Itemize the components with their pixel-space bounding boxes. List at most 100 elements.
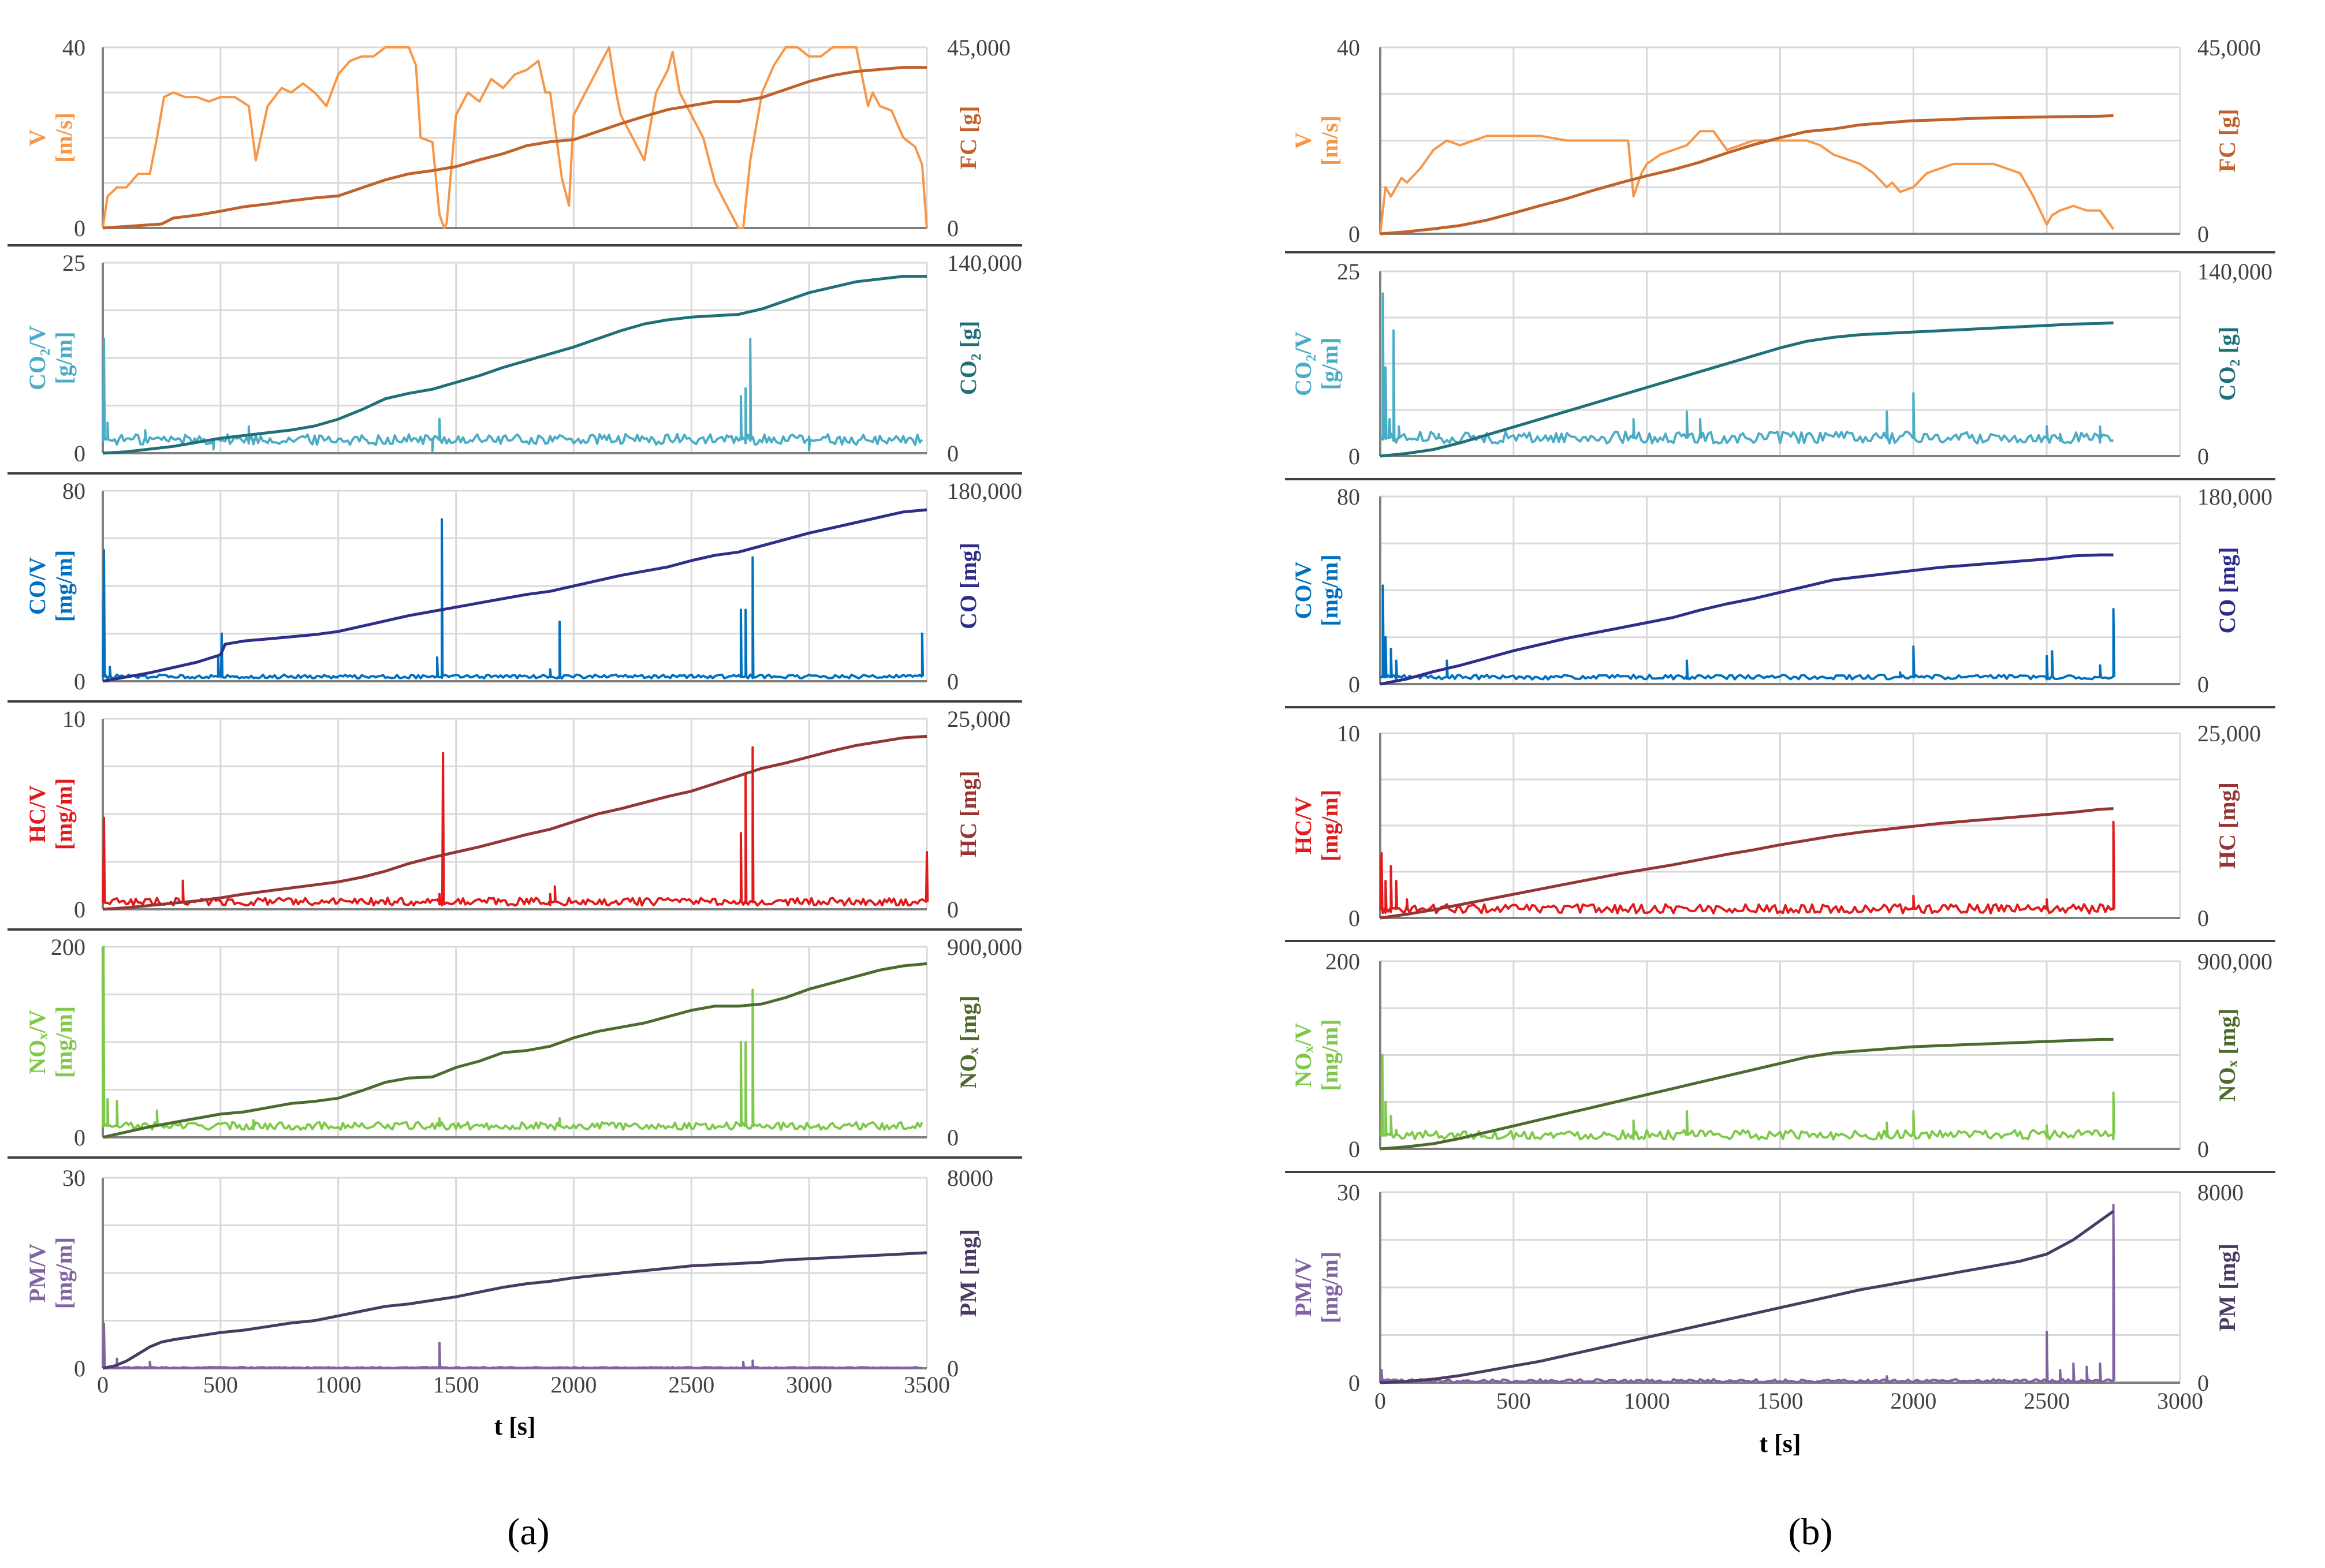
left-tick-label: 0 xyxy=(1348,1136,1360,1162)
right-axis-label-line: PM [mg] xyxy=(2214,1244,2240,1331)
x-tick-label: 2000 xyxy=(1890,1388,1936,1414)
series-line-CO2/V xyxy=(102,338,923,452)
left-tick-label: 0 xyxy=(1348,221,1360,247)
series-line-CO xyxy=(1380,553,2114,686)
series-line-PM/V xyxy=(1379,1204,2115,1384)
right-tick-label: 45,000 xyxy=(2197,35,2261,61)
left-tick-label: 30 xyxy=(62,1165,85,1191)
x-tick-label: 3500 xyxy=(904,1372,950,1398)
right-axis-label: HC [mg] xyxy=(2214,782,2240,869)
right-axis-label: CO₂ [g] xyxy=(955,321,981,395)
caption-b: (b) xyxy=(1789,1511,1833,1553)
left-tick-label: 40 xyxy=(1337,35,1360,61)
left-tick-label: 0 xyxy=(74,440,85,466)
panel-co2: 0 25 0 140,000 CO₂/V[g/m] CO₂ [g] xyxy=(24,250,1022,466)
series-line-CO/V xyxy=(102,518,925,680)
left-axis-label-line: [mg/m] xyxy=(1317,790,1343,861)
right-axis-label-line: FC [g] xyxy=(2214,109,2240,173)
series-line-CO xyxy=(102,508,927,683)
right-axis-label: PM [mg] xyxy=(955,1229,981,1317)
left-tick-label: 0 xyxy=(1348,443,1360,469)
series-line-FC xyxy=(102,66,927,230)
left-axis-label: NOₓ/V[mg/m] xyxy=(1290,1019,1343,1091)
series-line-PM xyxy=(1380,1209,2115,1384)
right-axis-label-line: PM [mg] xyxy=(955,1229,981,1317)
right-tick-label: 0 xyxy=(2197,905,2209,931)
panel-hc: 0 10 0 25,000 HC/V[mg/m] HC [mg] xyxy=(24,706,1011,923)
left-tick-label: 30 xyxy=(1337,1179,1360,1205)
left-axis-label: NOₓ/V[mg/m] xyxy=(24,1006,77,1078)
right-tick-label: 180,000 xyxy=(2197,484,2272,510)
x-tick-label: 1500 xyxy=(433,1372,479,1398)
series-line-FC xyxy=(1380,114,2114,236)
left-tick-label: 0 xyxy=(1348,905,1360,931)
left-tick-label: 200 xyxy=(1325,949,1360,975)
x-tick-label: 1000 xyxy=(315,1372,362,1398)
left-tick-label: 0 xyxy=(74,215,85,241)
panel-nox: 0 200 0 900,000 NOₓ/V[mg/m] NOₓ [mg] xyxy=(1290,949,2272,1162)
right-axis-label-line: CO [mg] xyxy=(2214,547,2240,634)
right-axis-label-line: CO [mg] xyxy=(955,543,981,629)
right-tick-label: 25,000 xyxy=(2197,720,2261,746)
series-line-NOx/V xyxy=(1379,1054,2115,1141)
left-axis-label: CO/V[mg/m] xyxy=(1290,554,1343,626)
left-axis-label-line: NOₓ/V xyxy=(24,1010,50,1074)
left-tick-label: 25 xyxy=(1337,259,1360,285)
series-line-CO2 xyxy=(102,275,927,455)
left-tick-label: 80 xyxy=(62,478,85,504)
right-axis-label: CO [mg] xyxy=(2214,547,2240,634)
left-axis-label-line: [m/s] xyxy=(51,113,77,163)
left-axis-label: PM/V[mg/m] xyxy=(1290,1252,1343,1323)
left-tick-label: 10 xyxy=(1337,720,1360,746)
series-line-PM xyxy=(102,1251,927,1370)
left-axis-label-line: [mg/m] xyxy=(1317,1252,1343,1323)
x-tick-label: 1500 xyxy=(1757,1388,1804,1414)
left-axis-label-line: HC/V xyxy=(24,785,50,843)
left-axis-label-line: [mg/m] xyxy=(51,1006,77,1078)
right-tick-label: 140,000 xyxy=(947,250,1022,276)
panel-nox: 0 200 0 900,000 NOₓ/V[mg/m] NOₓ [mg] xyxy=(24,934,1022,1151)
right-axis-label-line: CO₂ [g] xyxy=(955,321,981,395)
series-line-V xyxy=(1379,130,2115,234)
right-tick-label: 900,000 xyxy=(2197,949,2272,975)
right-axis-label: CO₂ [g] xyxy=(2214,327,2240,401)
left-axis-label-line: V xyxy=(1290,132,1316,149)
right-tick-label: 8000 xyxy=(947,1165,993,1191)
left-axis-label-line: [mg/m] xyxy=(51,550,77,622)
right-tick-label: 0 xyxy=(2197,1136,2209,1162)
right-axis-label: FC [g] xyxy=(955,106,981,170)
panel-speed: 0 40 0 45,000 V[m/s] FC [g] xyxy=(24,35,1011,241)
right-tick-label: 0 xyxy=(947,669,959,695)
left-axis-label-line: HC/V xyxy=(1290,797,1316,854)
right-tick-label: 45,000 xyxy=(947,35,1011,61)
right-tick-label: 0 xyxy=(2197,221,2209,247)
x-tick-label: 3000 xyxy=(2157,1388,2203,1414)
left-axis-label-line: PM/V xyxy=(1290,1258,1316,1317)
right-tick-label: 0 xyxy=(947,1356,959,1382)
left-axis-label-line: [mg/m] xyxy=(1317,1019,1343,1091)
right-axis-label: PM [mg] xyxy=(2214,1244,2240,1331)
series-line-HC/V xyxy=(102,746,929,907)
x-axis-title: t [s] xyxy=(1759,1429,1801,1458)
right-tick-label: 0 xyxy=(947,440,959,466)
left-axis-label: CO₂/V[g/m] xyxy=(1290,331,1343,396)
left-axis-label-line: [mg/m] xyxy=(51,1237,77,1309)
x-tick-label: 2000 xyxy=(550,1372,597,1398)
right-axis-label: NOₓ [mg] xyxy=(955,995,981,1088)
left-tick-label: 10 xyxy=(62,706,85,732)
x-tick-label: 2500 xyxy=(668,1372,714,1398)
x-tick-label: 1000 xyxy=(1624,1388,1670,1414)
x-tick-label: 3000 xyxy=(786,1372,832,1398)
series-line-HC xyxy=(1380,807,2114,920)
left-axis-label: HC/V[mg/m] xyxy=(1290,790,1343,861)
right-tick-label: 0 xyxy=(947,897,959,923)
left-tick-label: 40 xyxy=(62,35,85,61)
right-tick-label: 0 xyxy=(2197,443,2209,469)
left-axis-label-line: CO₂/V xyxy=(24,326,50,390)
left-axis-label-line: [mg/m] xyxy=(1317,554,1343,626)
left-axis-label-line: [g/m] xyxy=(51,331,77,384)
x-tick-label: 0 xyxy=(1374,1388,1386,1414)
left-tick-label: 80 xyxy=(1337,484,1360,510)
left-axis-label-line: [g/m] xyxy=(1317,337,1343,390)
